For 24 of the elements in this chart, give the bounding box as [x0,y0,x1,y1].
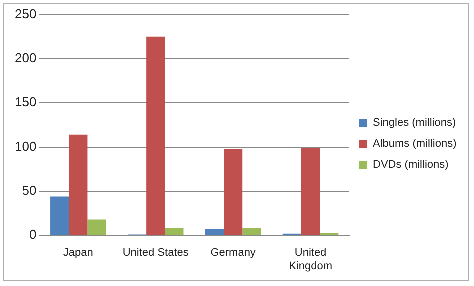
bar [69,134,88,236]
bar [301,148,320,236]
bar [50,196,70,236]
x-tick-label: Germany [210,247,256,260]
bar [224,149,243,236]
bar [205,229,224,236]
category-label: United [294,247,327,260]
y-tick-label: 150 [14,94,37,110]
y-tick-label: 250 [14,6,37,22]
bar [146,36,166,236]
bar [165,228,184,236]
bar [242,228,262,236]
x-tick-label: United States [122,247,190,260]
y-tick-label: 200 [14,50,37,66]
legend-label: Singles (millions) [373,117,456,130]
bar [320,232,339,236]
category-label: Kingdom [289,260,332,272]
y-tick-label: 100 [14,138,37,154]
bar [88,220,106,236]
x-tick-label: Japan [63,247,94,260]
legend-label: Albums (millions) [373,138,457,150]
y-tick-label: 0 [29,227,37,242]
y-tick-label: 50 [22,183,37,198]
legend-label: DVDs (millions) [373,159,449,172]
